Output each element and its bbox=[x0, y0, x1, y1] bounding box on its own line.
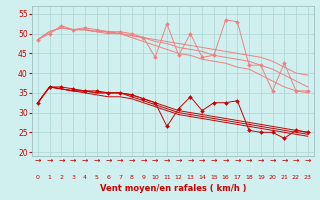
X-axis label: Vent moyen/en rafales ( km/h ): Vent moyen/en rafales ( km/h ) bbox=[100, 184, 246, 193]
